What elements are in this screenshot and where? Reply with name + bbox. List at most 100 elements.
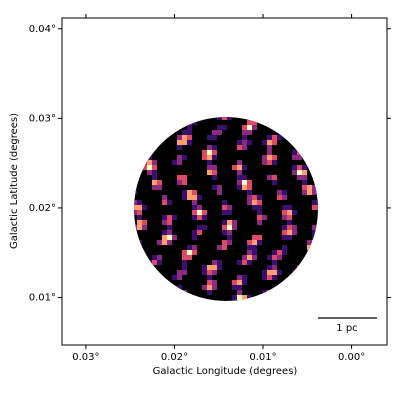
image-pixel: [272, 265, 277, 270]
image-pixel: [137, 200, 142, 205]
image-pixel: [302, 180, 307, 185]
image-pixel: [157, 240, 162, 245]
image-pixel: [267, 160, 272, 165]
image-pixel: [272, 270, 277, 275]
image-pixel: [237, 290, 242, 295]
image-pixel: [262, 215, 267, 220]
image-pixel: [272, 160, 277, 165]
image-pixel: [152, 295, 157, 300]
image-pixel: [252, 240, 257, 245]
image-pixel: [252, 255, 257, 260]
image-pixel: [182, 190, 187, 195]
image-pixel: [302, 285, 307, 290]
image-pixel: [237, 175, 242, 180]
image-pixel: [267, 295, 272, 300]
image-pixel: [302, 300, 307, 301]
image-pixel: [252, 125, 257, 130]
image-pixel: [312, 117, 317, 120]
image-pixel: [217, 125, 222, 130]
image-pixel: [134, 117, 137, 120]
image-pixel: [242, 140, 247, 145]
image-pixel: [212, 155, 217, 160]
image-pixel: [267, 150, 272, 155]
image-pixel: [162, 200, 167, 205]
image-pixel: [237, 285, 242, 290]
image-pixel: [272, 135, 277, 140]
image-pixel: [232, 220, 237, 225]
image-pixel: [252, 250, 257, 255]
image-pixel: [312, 125, 317, 130]
image-pixel: [187, 130, 192, 135]
image-pixel: [134, 210, 137, 215]
image-pixel: [222, 245, 227, 250]
image-pixel: [217, 190, 222, 195]
image-pixel: [252, 120, 257, 125]
image-pixel: [237, 300, 242, 301]
image-pixel: [177, 135, 182, 140]
image-pixel: [167, 225, 172, 230]
image-pixel: [137, 205, 142, 210]
x-tick-label: 0.00°: [338, 352, 365, 363]
image-pixel: [272, 250, 277, 255]
image-pixel: [297, 135, 302, 140]
image-pixel: [257, 210, 262, 215]
image-pixel: [232, 280, 237, 285]
image-pixel: [162, 230, 167, 235]
image-pixel: [182, 130, 187, 135]
image-pixel: [292, 270, 297, 275]
image-pixel: [262, 290, 267, 295]
image-pixel: [147, 150, 152, 155]
image-pixel: [297, 280, 302, 285]
image-pixel: [142, 280, 147, 285]
image-pixel: [212, 300, 217, 301]
image-pixel: [182, 265, 187, 270]
y-tick-label: 0.04°: [29, 24, 56, 35]
image-pixel: [177, 160, 182, 165]
image-pixel: [312, 185, 317, 190]
image-pixel: [152, 260, 157, 265]
image-pixel: [182, 195, 187, 200]
y-axis-label: Galactic Latitude (degrees): [9, 113, 20, 249]
image-pixel: [142, 160, 147, 165]
image-pixel: [257, 220, 262, 225]
image-pixel: [147, 145, 152, 150]
image-pixel: [257, 195, 262, 200]
image-pixel: [297, 295, 302, 300]
image-pixel: [212, 280, 217, 285]
image-pixel: [212, 145, 217, 150]
image-pixel: [212, 165, 217, 170]
image-pixel: [297, 170, 302, 175]
image-pixel: [152, 140, 157, 145]
image-pixel: [242, 295, 247, 300]
x-tick-label: 0.03°: [72, 352, 99, 363]
image-pixel: [182, 175, 187, 180]
image-pixel: [302, 175, 307, 180]
image-pixel: [297, 165, 302, 170]
image-pixel: [312, 120, 317, 125]
image-pixel: [157, 180, 162, 185]
image-pixel: [182, 180, 187, 185]
image-pixel: [227, 117, 232, 120]
image-pixel: [227, 220, 232, 225]
image-pixel: [277, 250, 282, 255]
image-pixel: [147, 165, 152, 170]
image-pixel: [137, 225, 142, 230]
image-pixel: [297, 275, 302, 280]
image-pixel: [282, 190, 287, 195]
image-pixel: [212, 170, 217, 175]
image: [134, 117, 318, 301]
image-pixel: [272, 175, 277, 180]
image-pixel: [242, 260, 247, 265]
image-pixel: [192, 215, 197, 220]
image-pixel: [192, 230, 197, 235]
image-pixel: [172, 235, 177, 240]
image-pixel: [207, 265, 212, 270]
image-pixel: [282, 230, 287, 235]
image-pixel: [272, 275, 277, 280]
image-pixel: [302, 295, 307, 300]
image-pixel: [302, 265, 307, 270]
image-pixel: [237, 170, 242, 175]
image-pixel: [277, 117, 282, 120]
image-pixel: [182, 300, 187, 301]
image-pixel: [302, 130, 307, 135]
